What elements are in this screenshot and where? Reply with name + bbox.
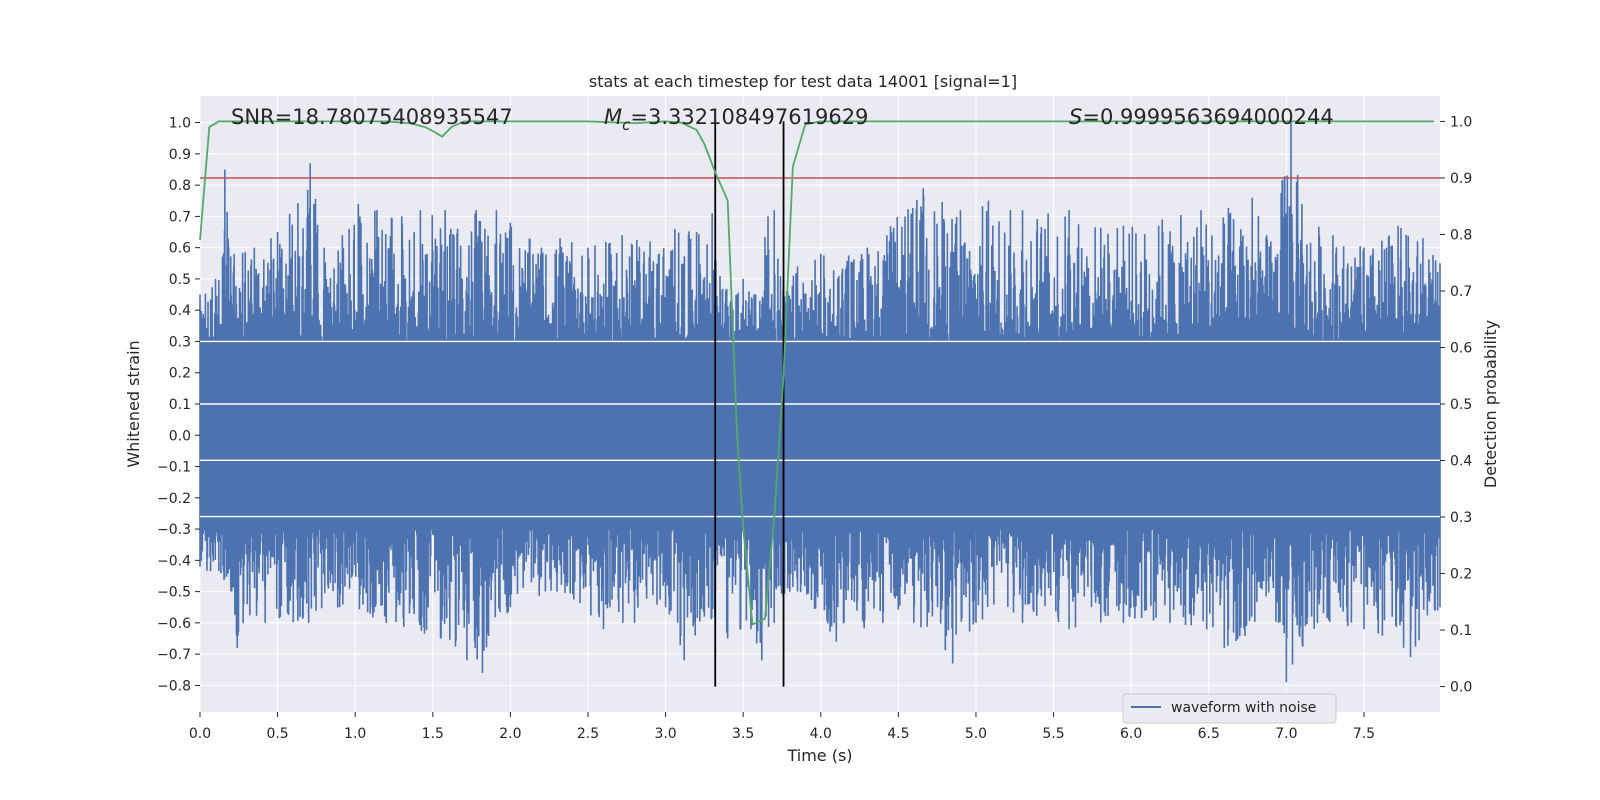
y-left-tick-label: 0.5 <box>169 272 191 288</box>
y-left-tick-label: 0.4 <box>169 303 191 319</box>
vertical-markers <box>714 121 785 687</box>
y-right-tick-label: 0.5 <box>1450 397 1472 413</box>
y-left-axis-label: Whitened strain <box>124 340 143 467</box>
legend-entry: waveform with noise <box>1171 700 1316 716</box>
y-left-tick-label: 0.1 <box>169 397 191 413</box>
y-left-tick-label: −0.3 <box>157 522 191 538</box>
y-left-tick-label: 0.2 <box>169 366 191 382</box>
y-left-tick-label: −0.4 <box>157 553 191 569</box>
x-axis-label: Time (s) <box>786 746 852 765</box>
legend: waveform with noise <box>1122 693 1337 724</box>
y-left-axis-ticks: 1.0 0.9 0.8 0.7 0.6 0.5 0.4 0.3 0.2 0.1 0.0 −0.1 −0.… <box>157 116 200 694</box>
x-tick-label: 4.0 <box>810 726 832 742</box>
y-left-tick-label: 0.0 <box>169 428 191 444</box>
y-right-tick-label: 0.3 <box>1450 510 1472 526</box>
chirp-mass-subscript: c <box>622 116 631 134</box>
y-right-tick-label: 0.7 <box>1450 284 1472 300</box>
y-right-tick-label: 0.9 <box>1450 171 1472 187</box>
y-right-tick-label: 0.2 <box>1450 567 1472 583</box>
x-tick-label: 4.5 <box>887 726 909 742</box>
y-right-tick-label: 0.0 <box>1450 680 1472 696</box>
y-left-tick-label: −0.8 <box>157 678 191 694</box>
x-tick-label: 5.5 <box>1042 726 1064 742</box>
x-tick-label: 6.5 <box>1198 726 1220 742</box>
x-tick-label: 0.0 <box>189 726 211 742</box>
x-tick-label: 2.0 <box>499 726 521 742</box>
x-tick-label: 2.5 <box>577 726 599 742</box>
y-left-tick-label: −0.7 <box>157 647 191 663</box>
x-tick-label: 5.0 <box>965 726 987 742</box>
y-left-tick-label: −0.5 <box>157 585 191 601</box>
x-tick-label: 1.5 <box>422 726 444 742</box>
x-tick-label: 7.5 <box>1353 726 1375 742</box>
x-tick-label: 3.0 <box>654 726 676 742</box>
y-right-axis-label: Detection probability <box>1481 320 1500 488</box>
x-tick-label: 0.5 <box>266 726 288 742</box>
y-right-tick-label: 0.6 <box>1450 340 1472 356</box>
legend-box <box>1122 693 1337 724</box>
chart-title: stats at each timestep for test data 140… <box>589 72 1017 91</box>
y-left-tick-label: 1.0 <box>169 116 191 132</box>
x-axis-ticks: 0.0 0.5 1.0 1.5 2.0 2.5 3.0 3.5 4.0 4.5 5.0 5.5 6.0 6… <box>189 712 1375 742</box>
score-annotation: S=0.9999563694000244 <box>1069 105 1334 129</box>
y-right-tick-label: 0.1 <box>1450 623 1472 639</box>
y-left-tick-label: 0.9 <box>169 147 191 163</box>
y-left-tick-label: 0.7 <box>169 209 191 225</box>
chirp-mass-symbol: M <box>604 105 622 129</box>
score-symbol: S <box>1069 105 1082 129</box>
detection-probability-line <box>199 120 1434 626</box>
y-right-tick-label: 0.4 <box>1450 454 1472 470</box>
x-tick-label: 3.5 <box>732 726 754 742</box>
chirp-mass-annotation: Mc=3.332108497619629 <box>604 105 868 134</box>
y-left-tick-label: −0.1 <box>157 460 191 476</box>
y-right-tick-label: 1.0 <box>1450 114 1472 130</box>
y-left-tick-label: 0.8 <box>169 178 191 194</box>
y-left-tick-label: −0.2 <box>157 491 191 507</box>
x-tick-label: 7.0 <box>1275 726 1297 742</box>
score-value: =0.9999563694000244 <box>1082 105 1333 129</box>
y-right-tick-label: 0.8 <box>1450 227 1472 243</box>
y-left-tick-label: −0.6 <box>157 616 191 632</box>
chirp-mass-value: =3.332108497619629 <box>630 105 868 129</box>
x-tick-label: 1.0 <box>344 726 366 742</box>
waveform-series <box>199 122 1441 683</box>
y-left-tick-label: 0.6 <box>169 241 191 257</box>
y-left-tick-label: 0.3 <box>169 334 191 350</box>
snr-annotation: SNR=18.78075408935547 <box>231 105 513 129</box>
y-right-axis-ticks: 1.0 0.9 0.8 0.7 0.6 0.5 0.4 0.3 0.2 0.1 0.0 <box>1440 114 1472 696</box>
x-tick-label: 6.0 <box>1120 726 1142 742</box>
